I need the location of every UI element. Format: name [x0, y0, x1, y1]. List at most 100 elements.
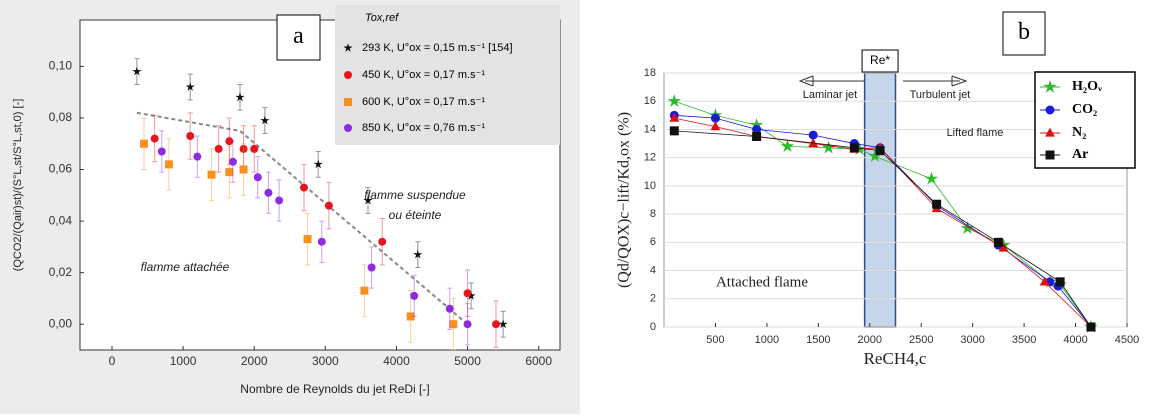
- data-point: [445, 304, 454, 313]
- y-tick-label: 0,10: [49, 59, 73, 73]
- data-point: [710, 121, 721, 131]
- data-point: [752, 124, 762, 134]
- legend-marker: [1043, 79, 1057, 93]
- data-point: [780, 139, 795, 153]
- legend-label: 600 K, U°ox = 0,17 m.s⁻¹: [362, 96, 485, 108]
- data-point: [463, 320, 472, 329]
- data-point: [667, 94, 682, 107]
- data-point: [185, 82, 195, 91]
- data-point: [463, 289, 472, 298]
- data-point: [239, 165, 248, 174]
- x-axis-title: ReCH4,c: [864, 349, 927, 368]
- y-tick-label: 0: [650, 321, 656, 333]
- data-point: [164, 160, 173, 169]
- legend-title: Tox,ref: [365, 12, 399, 24]
- annotation: flamme suspendue: [364, 188, 466, 202]
- legend-label: N₂: [1072, 125, 1086, 140]
- data-point: [235, 92, 245, 102]
- legend-label: H₂Oᵥ: [1072, 79, 1103, 94]
- annotation: Lifted flame: [947, 127, 1004, 139]
- data-point: [264, 188, 273, 197]
- annotation: Attached flame: [716, 274, 808, 290]
- legend-marker: [1045, 127, 1055, 137]
- data-point: [132, 66, 142, 76]
- arrow-right: [903, 75, 968, 87]
- x-tick-label: 5000: [454, 354, 481, 368]
- legend-label: 850 K, U°ox = 0,76 m.s⁻¹: [362, 122, 485, 134]
- x-tick-label: 3500: [1012, 334, 1036, 346]
- data-point: [300, 183, 308, 192]
- data-point: [406, 312, 415, 321]
- x-tick-label: 500: [706, 334, 724, 346]
- data-point: [710, 113, 720, 123]
- data-point: [669, 126, 679, 136]
- y-tick-label: 16: [644, 95, 656, 107]
- data-point: [317, 237, 326, 246]
- data-point: [849, 143, 859, 153]
- legend-label: Ar: [1072, 147, 1088, 162]
- data-point: [924, 171, 939, 185]
- data-point: [253, 173, 262, 182]
- annotation: flamme attachée: [141, 260, 230, 274]
- data-point: [239, 144, 248, 153]
- y-tick-label: 0,04: [49, 213, 73, 227]
- y-tick-label: 2: [650, 293, 656, 305]
- annotation: Turbulent jet: [910, 89, 971, 101]
- x-tick-label: 4500: [1115, 334, 1139, 346]
- x-tick-label: 6000: [525, 354, 552, 368]
- legend-box: [335, 5, 560, 145]
- x-tick-label: 1000: [170, 354, 197, 368]
- arrow-left: [798, 75, 865, 87]
- data-point: [669, 112, 680, 122]
- x-tick-label: 1000: [755, 334, 779, 346]
- data-point: [324, 201, 333, 210]
- data-point: [413, 249, 423, 259]
- data-point: [360, 286, 369, 295]
- data-point: [498, 319, 508, 329]
- data-point: [186, 132, 195, 141]
- panel-label-box: [1002, 11, 1046, 56]
- y-tick-label: 8: [650, 208, 656, 220]
- y-tick-label: 10: [644, 180, 656, 192]
- legend-label: 293 K, U°ox = 0,15 m.s⁻¹ [154]: [362, 42, 513, 54]
- data-point: [140, 139, 148, 148]
- data-point: [225, 168, 234, 177]
- data-point: [157, 147, 166, 156]
- data-point: [492, 320, 500, 329]
- y-tick-label: 0,00: [49, 316, 73, 330]
- data-point: [303, 235, 312, 244]
- x-tick-label: 1500: [806, 334, 830, 346]
- series-line: [674, 130, 1092, 328]
- y-tick-label: 4: [650, 264, 656, 276]
- data-point: [993, 237, 1003, 247]
- data-point: [367, 263, 376, 272]
- x-tick-label: 3000: [960, 334, 984, 346]
- data-point: [214, 144, 223, 153]
- data-point: [275, 196, 284, 205]
- data-point: [410, 291, 419, 300]
- data-point: [250, 144, 259, 153]
- data-point: [1039, 276, 1050, 286]
- data-point: [1055, 277, 1065, 287]
- data-point: [363, 195, 373, 205]
- data-point: [207, 170, 216, 179]
- y-tick-label: 6: [650, 236, 656, 248]
- y-tick-label: 0,08: [49, 110, 73, 124]
- region-band: [863, 72, 897, 328]
- x-axis-title: Nombre de Reynolds du jet ReDi [-]: [240, 382, 429, 396]
- data-point: [932, 199, 942, 209]
- x-tick-label: 0: [109, 354, 116, 368]
- fit-line: [136, 111, 469, 325]
- y-axis-title: (Qd/QOX)c−lift/Kd,ox (%): [616, 112, 633, 288]
- data-point: [466, 291, 476, 300]
- legend-marker: [1045, 105, 1055, 115]
- y-axis-title: (QCO2/(Qair)st)/(S°L,st/S°L,st,0) [-]: [12, 99, 24, 272]
- y-tick-label: 0,02: [49, 265, 73, 279]
- legend-label: 450 K, U°ox = 0,17 m.s⁻¹: [362, 69, 485, 81]
- data-point: [449, 320, 458, 329]
- data-point: [752, 132, 762, 141]
- y-tick-label: 18: [644, 67, 656, 79]
- y-tick-label: 14: [644, 123, 656, 135]
- region-label-box: [861, 49, 899, 73]
